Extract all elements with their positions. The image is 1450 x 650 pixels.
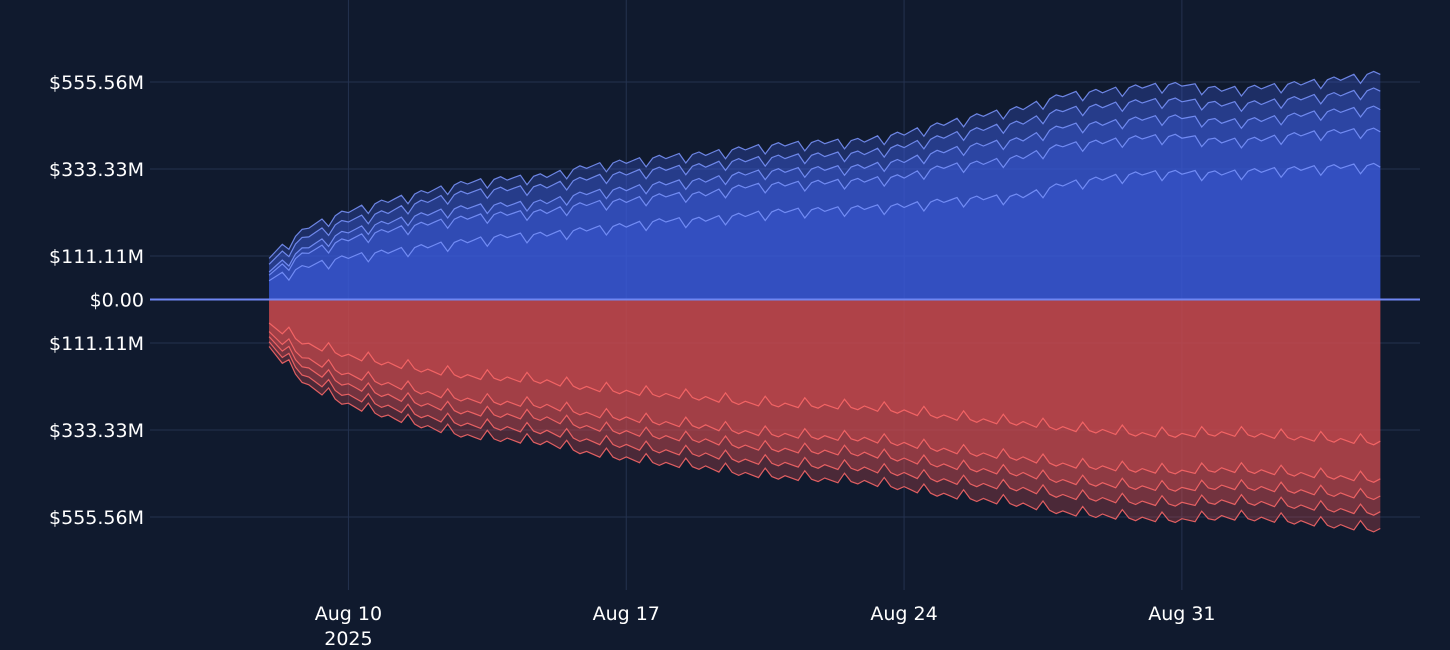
positive-series-fill	[269, 71, 1381, 300]
negative-series-line	[268, 336, 1381, 501]
negative-series-line	[268, 331, 1381, 483]
positive-series-line	[268, 105, 1381, 273]
positive-series-line	[268, 127, 1381, 276]
positive-series-line	[268, 162, 1381, 282]
negative-series-line	[268, 346, 1381, 533]
negative-series-line	[268, 341, 1381, 516]
grid-lines	[150, 0, 1420, 590]
negative-series-group	[268, 299, 1381, 533]
y-tick-label: $555.56M	[49, 72, 144, 94]
y-tick-label: $555.56M	[49, 507, 144, 529]
negative-series-fill	[269, 299, 1381, 483]
x-tick-sublabel: 2025	[324, 628, 372, 650]
x-tick-label: Aug 10	[315, 603, 382, 625]
negative-series-fill	[269, 299, 1381, 532]
x-tick-label: Aug 24	[870, 603, 937, 625]
y-tick-label: $333.33M	[49, 420, 144, 442]
positive-series-line	[268, 70, 1381, 259]
negative-series-fill	[269, 299, 1381, 516]
y-tick-label: $0.00	[90, 290, 144, 312]
positive-series-line	[268, 87, 1381, 265]
y-tick-label: $111.11M	[49, 333, 144, 355]
positive-series-fill	[269, 106, 1381, 300]
y-tick-label: $111.11M	[49, 246, 144, 268]
positive-series-fill	[269, 128, 1381, 300]
positive-series-fill	[269, 88, 1381, 300]
negative-series-fill	[269, 299, 1381, 500]
x-tick-label: Aug 17	[593, 603, 660, 625]
positive-series-group	[268, 70, 1381, 300]
x-tick-label: Aug 31	[1148, 603, 1215, 625]
negative-series-fill	[269, 299, 1381, 445]
x-axis-labels: Aug 10 2025 Aug 17 Aug 24 Aug 31	[315, 603, 1216, 650]
y-axis-labels: $555.56M $333.33M $111.11M $0.00 $111.11M $33…	[49, 72, 144, 529]
positive-series-fill	[269, 163, 1381, 300]
negative-series-line	[268, 322, 1381, 446]
y-tick-label: $333.33M	[49, 159, 144, 181]
